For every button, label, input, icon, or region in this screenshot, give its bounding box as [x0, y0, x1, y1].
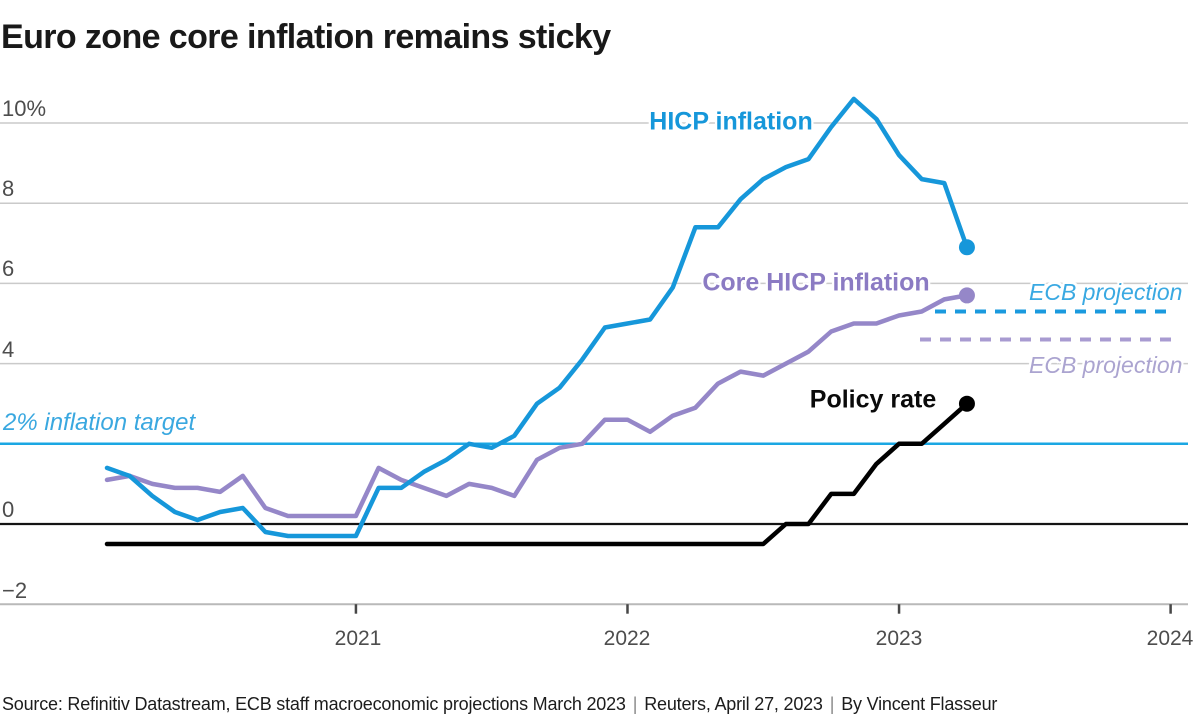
ecb-projection-core-label: ECB projection	[1029, 352, 1183, 378]
y-tick-label-minus2: −2	[2, 578, 28, 603]
source-separator: |	[632, 694, 638, 714]
y-tick-label-6: 6	[2, 256, 15, 281]
hicp-series-label: HICP inflation	[649, 107, 813, 136]
hicp-line	[104, 96, 970, 539]
x-tick-label-2021: 2021	[334, 627, 382, 650]
y-tick-label-4: 4	[2, 337, 15, 362]
y-tick-label-10: 10%	[2, 96, 47, 121]
inflation-target-label: 2% inflation target	[3, 409, 196, 436]
x-tick-label-2023: 2023	[875, 627, 923, 650]
y-tick-label-8: 8	[2, 176, 15, 201]
source-line: Source: Refinitiv Datastream, ECB staff …	[2, 694, 997, 715]
source-separator: |	[829, 694, 835, 714]
page-title: Euro zone core inflation remains sticky	[1, 18, 611, 56]
source-attribution: Source: Refinitiv Datastream, ECB staff …	[2, 694, 626, 714]
hicp-end-dot	[958, 239, 975, 256]
inflation-chart-canvas	[0, 96, 1188, 614]
x-tick-label-2024: 2024	[1146, 627, 1194, 650]
policy-series-label: Policy rate	[809, 385, 937, 414]
x-tick-label-2022: 2022	[603, 627, 651, 650]
source-publisher-date: Reuters, April 27, 2023	[644, 694, 823, 714]
core-end-dot	[958, 287, 975, 304]
y-tick-label-0: 0	[2, 497, 15, 522]
source-author: By Vincent Flasseur	[841, 694, 998, 714]
ecb-projection-hicp-label: ECB projection	[1029, 279, 1183, 305]
policy-line	[104, 401, 970, 547]
policy-end-dot	[958, 395, 975, 412]
core-line	[104, 293, 970, 519]
core-series-label: Core HICP inflation	[702, 268, 930, 297]
